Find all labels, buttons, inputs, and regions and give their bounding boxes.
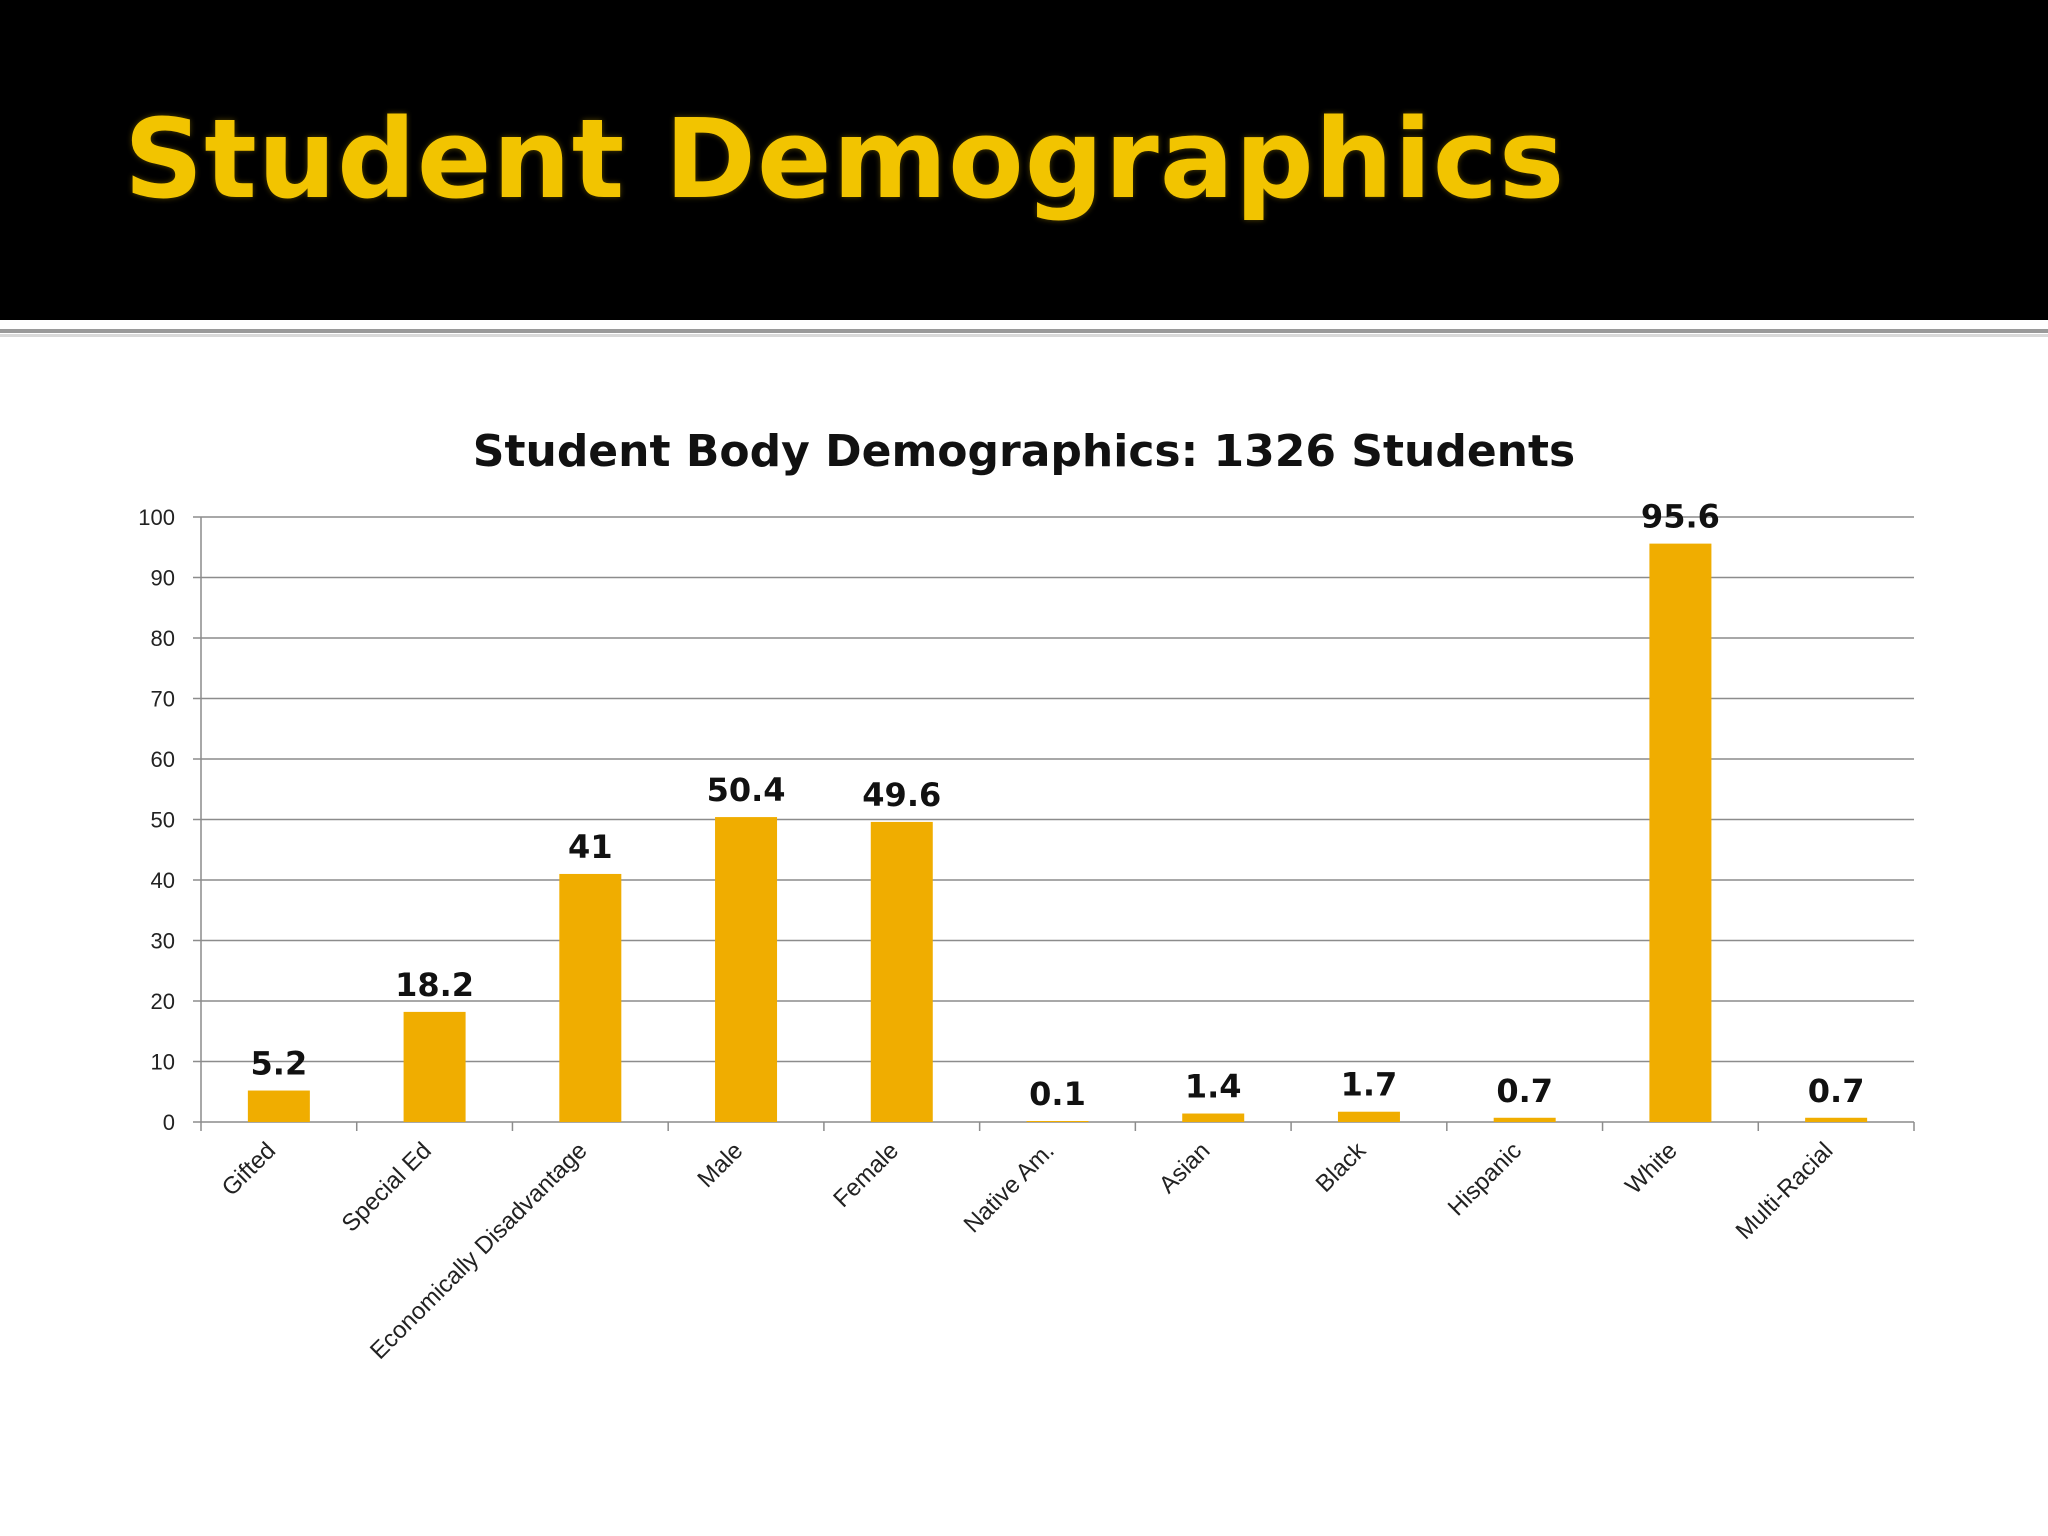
x-tick-label: White [1620, 1137, 1682, 1199]
bar [1493, 1117, 1556, 1122]
data-label: 0.7 [1808, 1072, 1865, 1110]
bar [715, 817, 778, 1122]
bar [403, 1011, 466, 1122]
x-tick-label: Female [828, 1137, 904, 1213]
bar [247, 1090, 310, 1122]
bars [247, 543, 1868, 1122]
bar [559, 873, 622, 1122]
x-tick-label: Asian [1154, 1137, 1216, 1199]
data-label: 5.2 [251, 1045, 308, 1083]
x-tick-label: Gifted [217, 1137, 281, 1201]
title-divider [0, 329, 2048, 333]
y-tick-label: 0 [163, 1110, 175, 1135]
y-tick-label: 30 [151, 929, 175, 954]
data-label: 41 [568, 828, 613, 866]
bar [1026, 1121, 1089, 1122]
data-label: 50.4 [707, 771, 786, 809]
data-label: 0.7 [1496, 1072, 1553, 1110]
title-divider-shadow [0, 334, 2048, 337]
y-tick-label: 80 [151, 626, 175, 651]
data-label: 49.6 [862, 776, 941, 814]
y-tick-label: 50 [151, 808, 175, 833]
x-tick-label: Multi-Racial [1731, 1137, 1839, 1245]
y-tick-label: 40 [151, 868, 175, 893]
y-tick-label: 90 [151, 566, 175, 591]
bar [1182, 1113, 1245, 1122]
y-tick-label: 70 [151, 687, 175, 712]
x-tick-label: Native Am. [959, 1137, 1060, 1238]
chart-title: Student Body Demographics: 1326 Students [473, 426, 1575, 477]
data-label: 0.1 [1029, 1075, 1086, 1113]
bar [1649, 543, 1712, 1122]
data-label: 18.2 [395, 966, 474, 1004]
y-tick-label: 60 [151, 747, 175, 772]
x-tick-label: Special Ed [337, 1137, 437, 1237]
y-tick-label: 100 [138, 505, 175, 530]
data-labels: 5.2 18.2 41 50.4 49.6 0.1 1.4 1.7 0.7 95.6 0.7 [251, 498, 1865, 1113]
x-tick-label: Black [1311, 1136, 1372, 1197]
data-label: 1.4 [1185, 1068, 1242, 1106]
x-tick-label: Hispanic [1443, 1137, 1527, 1221]
y-tick-labels: 0 10 20 30 40 50 60 70 80 90 100 [138, 505, 175, 1135]
data-label: 1.7 [1341, 1066, 1398, 1104]
data-label: 95.6 [1641, 498, 1720, 536]
y-tick-label: 20 [151, 989, 175, 1014]
bar [1805, 1117, 1868, 1122]
gridlines [201, 516, 1914, 1063]
title-banner: Student Demographics [0, 0, 2048, 320]
x-tick-label: Male [692, 1137, 748, 1193]
y-tick-label: 10 [151, 1050, 175, 1075]
bar [870, 821, 933, 1122]
slide-title: Student Demographics [124, 95, 1566, 223]
bar [1337, 1111, 1400, 1122]
